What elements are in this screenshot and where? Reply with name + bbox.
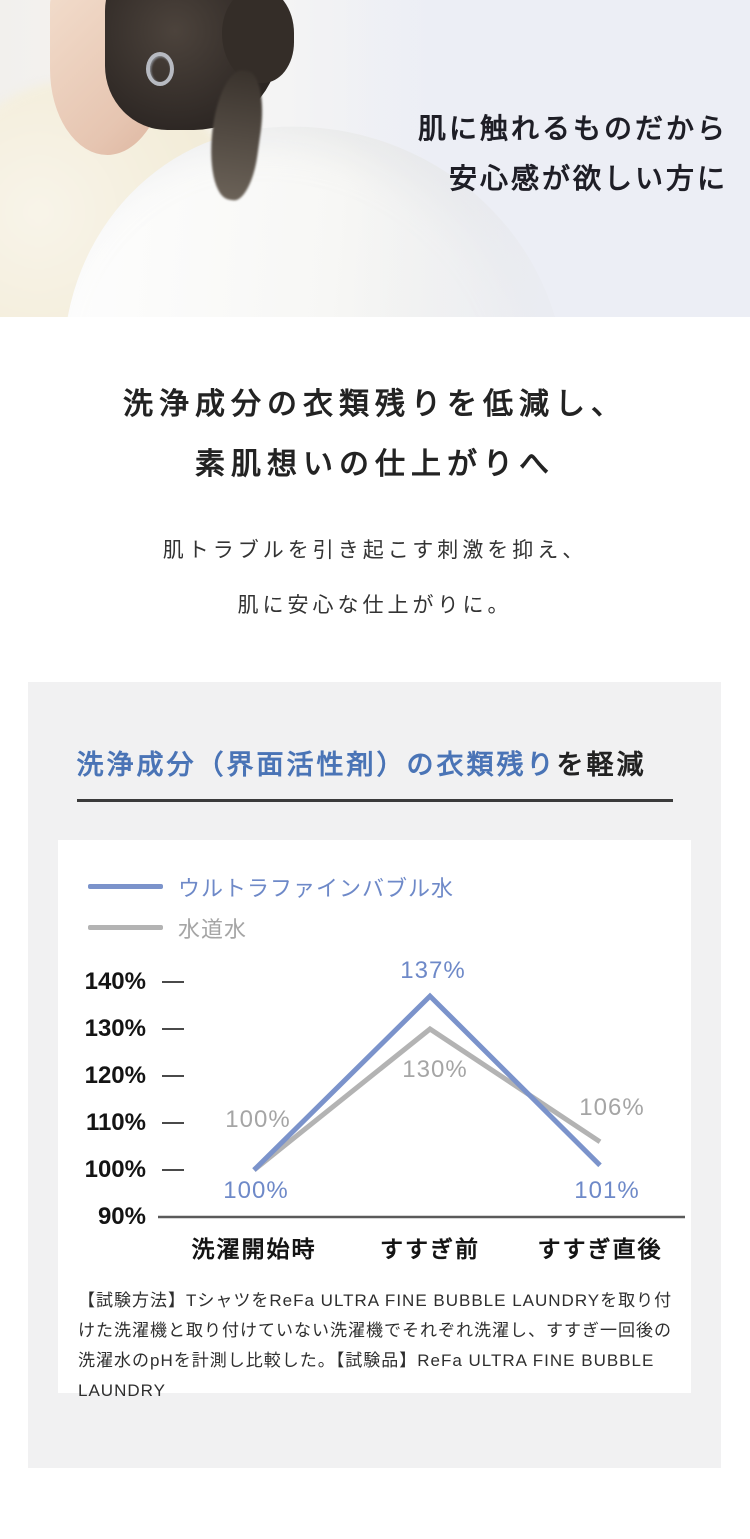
chart-legend: ウルトラファインバブル水 水道水 [88,866,454,948]
series-line [252,1025,602,1172]
intro-body-line2: 肌に安心な仕上がりに。 [237,594,513,617]
legend-label: ウルトラファインバブル水 [178,875,455,901]
intro-body-line1: 肌トラブルを引き起こす刺激を抑え、 [162,539,588,562]
legend-line-swatch [88,925,163,930]
chart-card-title-highlight: 洗浄成分（界面活性剤）の衣類残り [76,750,557,780]
data-point-label: 106% [579,1093,645,1121]
y-axis-tick-label: 100% [84,1156,146,1183]
chart-card: 洗浄成分（界面活性剤）の衣類残りを軽減 ウルトラファインバブル水 水道水 140%… [28,682,721,1468]
legend-line-swatch [88,884,163,889]
hero-section: 肌に触れるものだから 安心感が欲しい方に [0,0,750,317]
hero-gradient-overlay [345,0,750,317]
series-line [252,992,602,1172]
hero-tagline-line2: 安心感が欲しい方に [448,163,728,194]
y-axis-tick-label: 140% [84,968,146,995]
intro-section: 洗浄成分の衣類残りを低減し、 素肌想いの仕上がりへ 肌トラブルを引き起こす刺激を… [0,317,750,633]
x-axis-category-label: 洗濯開始時 [191,1236,317,1262]
chart-panel: ウルトラファインバブル水 水道水 140% 130% 120% 110% 100% 90% … [58,840,691,1400]
data-point-label: 137% [400,957,466,985]
intro-body: 肌トラブルを引き起こす刺激を抑え、 肌に安心な仕上がりに。 [0,523,750,633]
intro-heading-line2: 素肌想いの仕上がりへ [195,448,555,481]
line-chart [158,981,685,1219]
data-point-label: 130% [402,1056,468,1083]
x-axis-category-label: すすぎ前 [380,1236,480,1262]
hoop-earring-icon [146,52,174,86]
data-point-label: 101% [574,1177,640,1205]
x-axis-category-label: すすぎ直後 [537,1236,663,1262]
legend-label: 水道水 [178,916,248,942]
intro-heading-line1: 洗浄成分の衣類残りを低減し、 [123,388,627,421]
hero-tagline: 肌に触れるものだから 安心感が欲しい方に [418,104,728,204]
hero-tagline-line1: 肌に触れるものだから [417,113,728,144]
data-point-label: 100% [223,1177,289,1204]
hair-bun-photo-shape [222,0,294,83]
data-point-label: 100% [225,1106,291,1133]
chart-footnote: 【試験方法】TシャツをReFa ULTRA FINE BUBBLE LAUNDR… [78,1291,673,1400]
chart-card-title: 洗浄成分（界面活性剤）の衣類残りを軽減 [76,745,673,802]
y-axis-tick-label: 130% [84,1015,146,1042]
legend-row: ウルトラファインバブル水 [88,866,454,907]
y-axis-tick-label: 90% [97,1203,146,1230]
chart-card-title-rest: を軽減 [556,750,647,780]
y-axis-tick-label: 110% [85,1109,146,1136]
intro-heading: 洗浄成分の衣類残りを低減し、 素肌想いの仕上がりへ [0,375,750,495]
y-axis-tick-label: 120% [84,1062,146,1089]
legend-row: 水道水 [88,907,454,948]
